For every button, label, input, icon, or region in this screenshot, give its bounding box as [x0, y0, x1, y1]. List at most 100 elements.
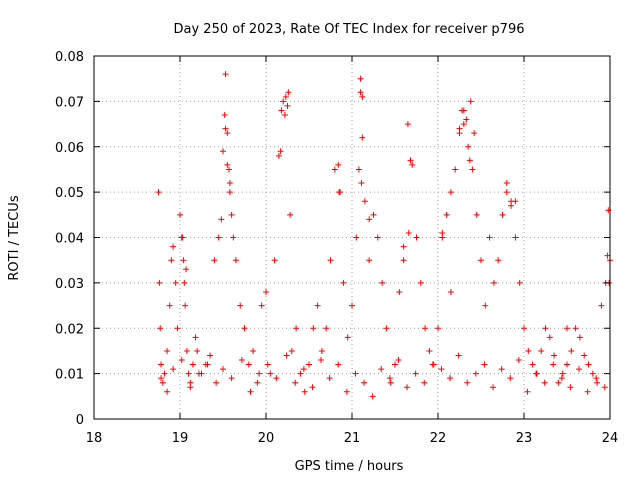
data-point: [498, 366, 505, 373]
data-point: [221, 111, 228, 118]
data-point: [226, 180, 233, 187]
data-point: [503, 180, 510, 187]
data-point: [340, 279, 347, 286]
data-point: [516, 279, 523, 286]
data-point: [185, 370, 192, 377]
data-point: [309, 384, 316, 391]
data-point: [405, 229, 412, 236]
data-point: [482, 302, 489, 309]
data-point: [301, 388, 308, 395]
data-point: [287, 211, 294, 218]
data-point: [357, 89, 364, 96]
data-point: [396, 288, 403, 295]
data-point: [370, 211, 377, 218]
data-point: [222, 71, 229, 78]
y-tick-label: 0.08: [55, 50, 84, 65]
data-point: [215, 234, 222, 241]
data-point: [395, 357, 402, 364]
data-point: [271, 257, 278, 264]
data-point: [572, 325, 579, 332]
data-point: [564, 325, 570, 332]
data-point: [529, 361, 536, 368]
data-point: [161, 370, 168, 377]
data-point: [358, 180, 365, 187]
y-axis-label: ROTI / TECUs: [7, 195, 22, 280]
data-points: [155, 71, 613, 400]
data-point: [220, 148, 226, 155]
data-point: [353, 234, 360, 241]
data-point: [183, 347, 190, 354]
data-point: [331, 166, 338, 173]
data-point: [383, 325, 390, 332]
data-point: [155, 189, 162, 196]
data-point: [228, 375, 235, 382]
data-point: [413, 234, 420, 241]
data-point: [158, 361, 165, 368]
data-point: [447, 375, 454, 382]
x-tick-label: 23: [516, 431, 533, 446]
data-point: [164, 347, 171, 354]
data-point: [352, 370, 359, 377]
data-point: [439, 229, 446, 236]
data-point: [218, 216, 225, 223]
data-point: [224, 130, 231, 137]
x-tick-label: 22: [430, 431, 447, 446]
data-point: [273, 375, 280, 382]
data-point: [282, 93, 289, 100]
data-point: [226, 189, 233, 196]
data-point: [180, 257, 187, 264]
y-tick-label: 0.07: [55, 95, 84, 110]
y-tick-label: 0.03: [55, 277, 84, 292]
data-point: [213, 379, 220, 386]
data-point: [512, 234, 519, 241]
data-point: [460, 121, 467, 128]
data-point: [508, 202, 515, 209]
data-point: [306, 361, 312, 368]
data-point: [379, 279, 386, 286]
data-point: [581, 352, 588, 359]
data-point: [297, 370, 304, 377]
data-point: [222, 125, 229, 132]
data-point: [247, 388, 254, 395]
data-point: [355, 166, 362, 173]
data-point: [195, 370, 202, 377]
data-point: [465, 143, 472, 150]
data-point: [455, 352, 462, 359]
data-point: [452, 166, 459, 173]
data-point: [327, 257, 334, 264]
data-point: [293, 325, 300, 332]
data-point: [254, 379, 261, 386]
data-point: [228, 211, 235, 218]
data-point: [533, 370, 540, 377]
y-tick-label: 0.04: [55, 232, 84, 247]
data-point: [404, 384, 411, 391]
y-axis-tick-labels: 0 0.01 0.02 0.03 0.04 0.05 0.06 0.07 0.08: [55, 50, 84, 428]
data-point: [466, 157, 473, 164]
data-point: [495, 257, 502, 264]
data-point: [168, 257, 175, 264]
data-point: [250, 347, 257, 354]
data-point: [318, 357, 325, 364]
data-point: [542, 325, 549, 332]
data-point: [464, 379, 471, 386]
data-point: [278, 107, 285, 114]
data-point: [164, 388, 171, 395]
data-point: [292, 379, 299, 386]
data-point: [183, 266, 190, 273]
x-tick-label: 20: [258, 431, 275, 446]
data-point: [604, 252, 611, 259]
x-tick-label: 21: [344, 431, 361, 446]
data-point: [220, 366, 226, 373]
data-point: [357, 75, 364, 82]
x-axis-tick-labels: 18 19 20 21 22 23 24: [86, 431, 619, 446]
data-point: [387, 379, 394, 386]
data-point: [559, 370, 566, 377]
data-point: [447, 189, 454, 196]
data-point: [181, 279, 188, 286]
data-point: [409, 161, 416, 168]
data-point: [245, 361, 252, 368]
data-point: [558, 375, 565, 382]
data-point: [366, 257, 373, 264]
y-tick-label: 0: [76, 413, 84, 428]
data-point: [374, 234, 381, 241]
